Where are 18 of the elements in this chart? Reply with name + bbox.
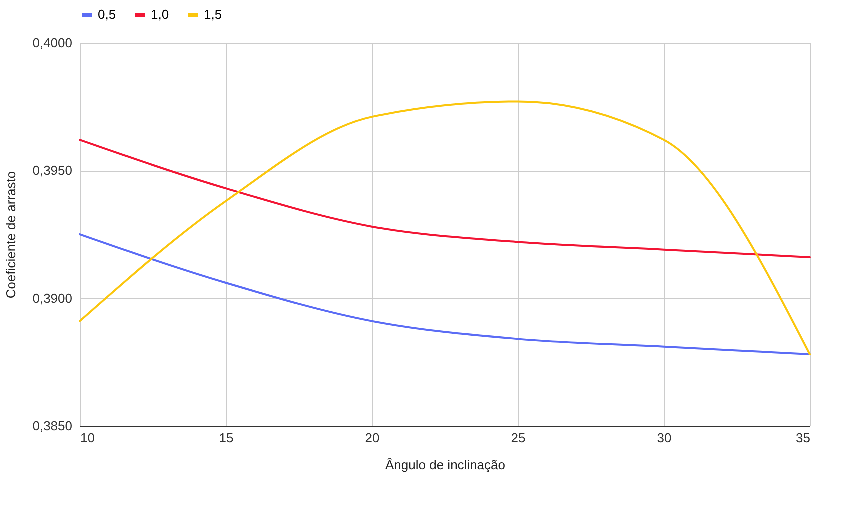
y-tick-label: 0,4000: [32, 36, 72, 50]
x-tick-label: 10: [80, 430, 95, 446]
line-series: [79, 139, 811, 258]
x-tick-label: 30: [657, 430, 672, 446]
legend-label: 1,0: [151, 7, 170, 22]
x-axis-title: Ângulo de inclinação: [386, 458, 506, 472]
y-axis-title: Coeficiente de arrasto: [4, 171, 19, 299]
line-series: [79, 234, 811, 356]
x-tick-label: 20: [365, 430, 380, 446]
x-tick-label: 25: [511, 430, 526, 446]
x-tick-label: 15: [219, 430, 234, 446]
y-tick-label: 0,3900: [32, 290, 72, 306]
legend-label: 0,5: [98, 7, 116, 22]
y-tick-label: 0,3950: [32, 163, 72, 178]
x-tick-label: 35: [796, 430, 810, 446]
line-series: [79, 100, 811, 356]
y-tick-label: 0,3850: [32, 418, 72, 434]
legend-label: 1,5: [204, 7, 222, 22]
